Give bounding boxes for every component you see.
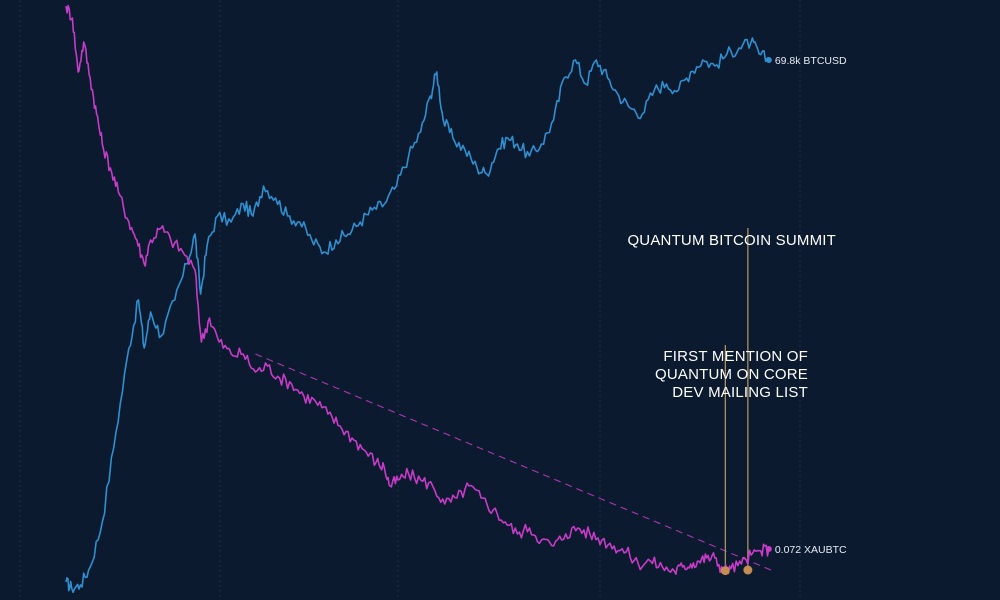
btcusd-end-point — [765, 57, 772, 63]
annotation-lines — [724, 228, 749, 571]
xaubtc-line — [65, 4, 770, 575]
btcusd-end-label: 69.8k BTCUSD — [775, 55, 847, 67]
grid — [19, 0, 801, 600]
xaubtc-end-label: 0.072 XAUBTC — [775, 544, 847, 556]
annotation-summit-label: QUANTUM BITCOIN SUMMIT — [627, 232, 836, 249]
annotation-core-dev-line1: FIRST MENTION OF — [663, 348, 808, 365]
xaubtc-end-point — [765, 546, 772, 552]
series-layer — [65, 4, 770, 594]
annotation-marker-1 — [743, 565, 753, 575]
annotation-core-dev-line3: DEV MAILING LIST — [672, 384, 808, 401]
trendline-layer — [255, 353, 774, 572]
annotation-core-dev-line2: QUANTUM ON CORE — [655, 366, 808, 383]
markers-layer — [720, 57, 772, 576]
xaubtc-trendline — [255, 353, 774, 572]
annotation-marker-0 — [720, 566, 730, 576]
btcusd-line — [65, 37, 770, 594]
